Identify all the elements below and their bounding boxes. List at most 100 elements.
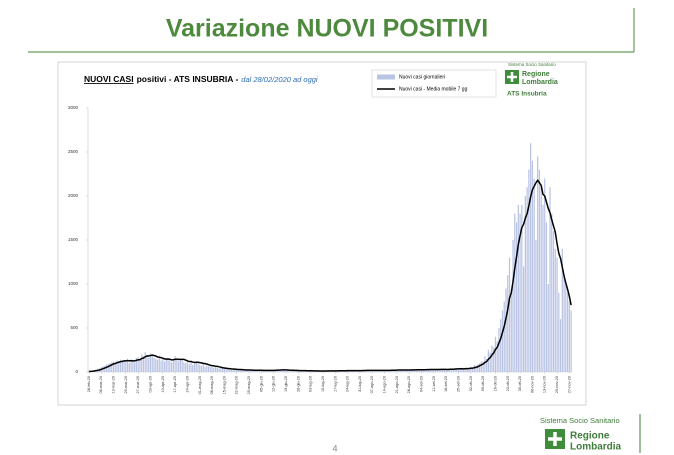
chart-logo: Sistema Socio Sanitario Regione Lombardi… — [505, 62, 558, 98]
bar — [413, 370, 416, 372]
bar — [253, 370, 255, 372]
bar — [135, 357, 138, 372]
bar — [519, 213, 521, 372]
bar — [141, 354, 143, 372]
bar — [440, 369, 442, 372]
bar — [515, 222, 518, 372]
bar — [533, 178, 535, 372]
x-tick-label: 06-nov-20 — [530, 376, 534, 393]
bar — [246, 370, 248, 372]
bar — [489, 352, 491, 372]
x-tick-label: 22-mag-20 — [235, 376, 239, 394]
bar — [558, 292, 560, 372]
bar — [206, 365, 208, 372]
x-tick-label: 30-ott-20 — [518, 376, 522, 391]
bar — [456, 368, 458, 372]
bar — [471, 367, 474, 372]
bar — [537, 156, 539, 372]
bar — [493, 347, 495, 372]
bar — [118, 362, 120, 372]
bar — [162, 358, 164, 372]
bar — [438, 368, 440, 372]
bar — [163, 361, 166, 372]
bar — [283, 369, 285, 372]
bar — [213, 367, 215, 372]
bar — [442, 369, 444, 372]
bar — [551, 213, 553, 372]
bar — [112, 361, 115, 372]
bar — [559, 319, 562, 372]
bar — [192, 364, 194, 372]
bar — [468, 367, 470, 372]
moving-average-line — [88, 179, 572, 373]
bar — [262, 370, 264, 372]
bar — [281, 369, 284, 372]
bar — [480, 361, 482, 372]
footer-logo-region-2: Lombardia — [570, 442, 622, 453]
bar — [508, 257, 511, 372]
bar — [174, 356, 176, 372]
x-tick-label: 23-ott-20 — [506, 376, 510, 391]
bar — [426, 369, 428, 372]
bar — [538, 169, 541, 372]
bar — [156, 359, 159, 372]
bar — [503, 301, 505, 372]
bar — [195, 361, 197, 372]
footer-logo-region-1: Regione — [570, 431, 610, 442]
bar — [155, 358, 157, 372]
chart-title-main: NUOVI CASI — [84, 74, 134, 84]
y-tick-label: 1000 — [68, 281, 79, 286]
y-tick-label: 0 — [75, 369, 78, 374]
logo-agency: ATS Insubria — [507, 91, 547, 98]
bar — [223, 368, 226, 372]
bar — [132, 360, 134, 372]
bar — [273, 370, 275, 372]
bar — [297, 370, 299, 372]
bar — [501, 310, 504, 372]
x-tick-label: 24-lug-20 — [346, 376, 350, 392]
bar — [484, 356, 486, 372]
bar — [211, 367, 213, 372]
bar — [181, 360, 183, 372]
bar — [227, 368, 229, 372]
bar — [477, 364, 479, 372]
bar — [500, 319, 502, 372]
bar — [126, 358, 129, 372]
bar — [512, 240, 514, 372]
bar — [394, 370, 396, 372]
bar — [172, 358, 174, 372]
bar — [260, 370, 262, 372]
bar — [134, 362, 136, 372]
bar — [436, 369, 438, 372]
bar — [568, 301, 570, 372]
bar — [285, 370, 287, 372]
bar — [202, 364, 204, 372]
bar — [510, 292, 512, 372]
bar — [424, 370, 426, 372]
x-tick-label: 31-lug-20 — [358, 376, 362, 392]
x-tick-label: 10-apr-20 — [161, 376, 165, 392]
bar — [390, 370, 393, 372]
bar — [406, 369, 409, 372]
x-tick-label: 14-ago-20 — [383, 376, 387, 393]
bar — [292, 370, 294, 372]
y-tick-label: 1500 — [68, 237, 79, 242]
bar — [561, 248, 563, 372]
bar — [482, 361, 484, 372]
bar — [267, 370, 270, 372]
bar — [507, 275, 509, 372]
bar — [408, 369, 410, 372]
bar — [216, 368, 218, 372]
legend-label: Nuovi casi giornalieri — [399, 74, 445, 80]
bar — [105, 364, 108, 372]
bar — [431, 369, 433, 372]
bar — [304, 371, 306, 372]
bar — [420, 369, 423, 372]
y-tick-label: 2000 — [68, 193, 79, 198]
bar — [165, 359, 167, 372]
bar — [153, 357, 155, 372]
bar — [111, 362, 113, 372]
chart-frame — [57, 61, 587, 406]
bar — [459, 368, 461, 372]
x-tick-label: 10-lug-20 — [321, 376, 325, 392]
